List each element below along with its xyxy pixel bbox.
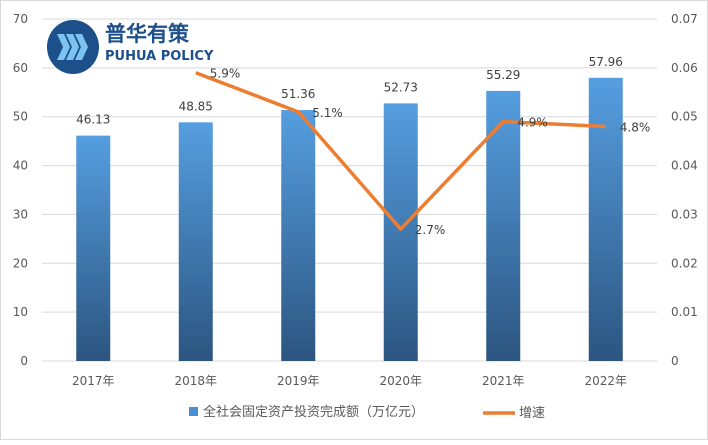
x-tick-label: 2021年 [482, 374, 525, 388]
watermark-en-text: PUHUA POLICY [105, 49, 214, 64]
bar-data-label: 48.85 [179, 99, 213, 113]
bar-data-label: 52.73 [384, 80, 418, 94]
bar-data-label: 57.96 [589, 55, 623, 69]
y2-tick-label: 0.01 [671, 305, 698, 319]
bar [281, 110, 316, 361]
bar [178, 122, 213, 361]
legend-line-label: 增速 [519, 406, 545, 421]
y-tick-label: 30 [13, 207, 28, 221]
y-tick-label: 40 [13, 159, 28, 173]
y2-tick-label: 0.04 [671, 159, 698, 173]
y-tick-label: 70 [13, 12, 28, 26]
growth-line [195, 71, 606, 231]
x-tick-label: 2022年 [584, 374, 627, 388]
watermark-chevron-icon [75, 34, 88, 60]
y2-tick-label: 0.03 [671, 207, 698, 221]
watermark-chevron-icon [66, 34, 79, 60]
bar-data-label: 55.29 [486, 68, 520, 82]
legend-bar-swatch [189, 407, 198, 416]
bar [76, 135, 111, 361]
y-tick-label: 10 [13, 305, 28, 319]
y2-tick-label: 0.05 [671, 110, 698, 124]
y2-tick-label: 0.07 [671, 12, 698, 26]
line-data-label: 2.7% [415, 223, 446, 237]
y-tick-label: 50 [13, 110, 28, 124]
line-data-label: 5.1% [312, 106, 343, 120]
line-data-label: 5.9% [210, 67, 241, 81]
bar-data-label: 51.36 [281, 87, 315, 101]
y-tick-label: 0 [20, 354, 28, 368]
bar [588, 77, 623, 361]
x-tick-label: 2018年 [174, 374, 217, 388]
watermark-chevron-icon [57, 34, 70, 60]
bar-data-label: 46.13 [76, 113, 110, 127]
x-tick-label: 2020年 [379, 374, 422, 388]
y2-tick-label: 0 [671, 354, 679, 368]
x-tick-label: 2017年 [72, 374, 115, 388]
y-tick-label: 60 [13, 61, 28, 75]
x-tick-label: 2019年 [277, 374, 320, 388]
y-tick-label: 20 [13, 256, 28, 270]
y2-tick-label: 0.06 [671, 61, 698, 75]
line-data-label: 4.8% [620, 120, 651, 134]
legend-bar-label: 全社会固定资产投资完成额（万亿元） [203, 404, 424, 420]
line-data-label: 4.9% [517, 116, 548, 130]
bar [383, 103, 418, 362]
bar [486, 90, 521, 361]
watermark-cn-text: 普华有策 [105, 22, 190, 46]
y2-tick-label: 0.02 [671, 256, 698, 270]
